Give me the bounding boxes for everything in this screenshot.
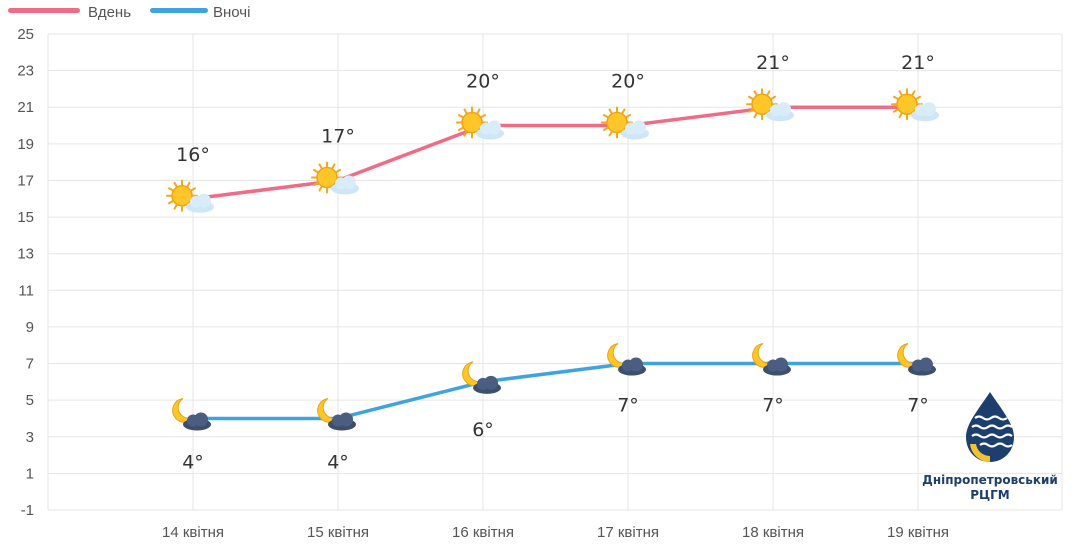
- data-label: 7°: [762, 395, 784, 417]
- grid: [47, 33, 1063, 511]
- y-tick-label: 19: [17, 136, 34, 153]
- data-label: 20°: [611, 71, 645, 93]
- legend: Вдень Вночі: [8, 4, 250, 21]
- y-tick-label: 23: [17, 63, 34, 80]
- y-tick-label: 11: [18, 282, 34, 299]
- x-tick-label: 16 квітня: [452, 524, 514, 541]
- x-tick-label: 18 квітня: [742, 524, 804, 541]
- y-tick-label: 1: [26, 465, 34, 482]
- data-label: 20°: [466, 71, 500, 93]
- moon-cloud-icon: [607, 343, 646, 376]
- y-tick-label: 25: [17, 26, 34, 43]
- legend-day-swatch: [8, 8, 80, 13]
- data-label: 7°: [617, 395, 639, 417]
- sun-cloud-icon: [456, 106, 504, 140]
- moon-cloud-icon: [172, 397, 211, 431]
- data-label: 4°: [327, 451, 349, 473]
- logo-drop-icon: [966, 392, 1014, 463]
- series-line: [192, 105, 918, 201]
- logo: Дніпропетровський РЦГМ: [922, 392, 1058, 502]
- moon-cloud-icon: [317, 397, 356, 431]
- data-label: 21°: [901, 52, 935, 74]
- data-label: 17°: [321, 125, 355, 147]
- x-tick-label: 17 квітня: [597, 524, 659, 541]
- y-tick-label: -1: [21, 502, 34, 519]
- sun-cloud-icon: [891, 88, 939, 122]
- y-tick-label: 13: [17, 246, 34, 263]
- x-axis: 14 квітня 15 квітня 16 квітня 17 квітня 18 к…: [162, 524, 949, 541]
- y-tick-label: 17: [17, 172, 34, 189]
- logo-line-2: РЦГМ: [970, 488, 1010, 502]
- y-tick-label: 3: [26, 429, 34, 446]
- sun-cloud-icon: [746, 88, 794, 122]
- data-label: 4°: [182, 451, 204, 473]
- legend-night-label: Вночі: [213, 4, 250, 21]
- series-layer: 16° 17° 20° 20° 21° 21° 4° 4° 6° 7° 7° 7°: [166, 52, 939, 473]
- data-label: 7°: [907, 395, 929, 417]
- logo-line-1: Дніпропетровський: [922, 473, 1058, 487]
- legend-night-swatch: [150, 8, 208, 13]
- legend-day-label: Вдень: [88, 4, 131, 21]
- data-label: 6°: [472, 419, 494, 441]
- y-tick-label: 9: [26, 319, 34, 336]
- y-tick-label: 7: [26, 356, 34, 373]
- moon-cloud-icon: [897, 343, 936, 376]
- y-tick-label: 15: [17, 209, 34, 226]
- moon-cloud-icon: [462, 361, 501, 394]
- sun-cloud-icon: [601, 106, 649, 140]
- x-tick-label: 14 квітня: [162, 524, 224, 541]
- sun-cloud-icon: [166, 179, 214, 213]
- sun-cloud-icon: [311, 161, 359, 195]
- data-label: 16°: [176, 144, 210, 166]
- x-tick-label: 19 квітня: [887, 524, 949, 541]
- series-day: 16° 17° 20° 20° 21° 21°: [166, 52, 939, 213]
- moon-cloud-icon: [752, 343, 791, 376]
- data-label: 21°: [756, 52, 790, 74]
- x-tick-label: 15 квітня: [307, 524, 369, 541]
- y-tick-label: 5: [26, 392, 34, 409]
- series-line: [193, 361, 918, 421]
- series-night: 4° 4° 6° 7° 7° 7°: [172, 343, 936, 473]
- y-tick-label: 21: [17, 99, 34, 116]
